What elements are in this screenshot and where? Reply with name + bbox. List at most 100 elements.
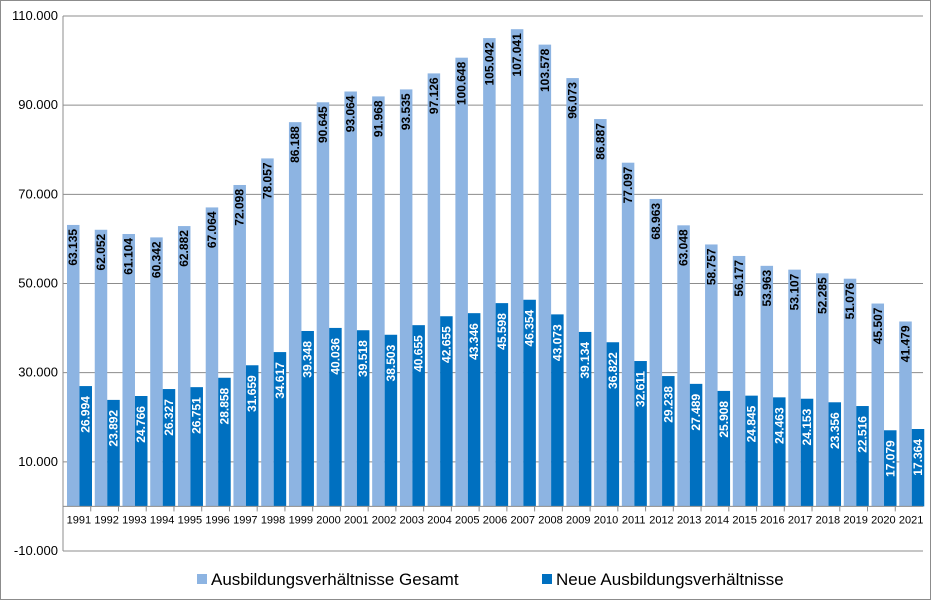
- bar-neue: [440, 316, 453, 507]
- data-label-neue: 23.356: [828, 412, 842, 449]
- bar-neue: [856, 406, 869, 507]
- legend-swatch: [542, 574, 552, 584]
- x-tick-label: 2018: [816, 514, 840, 526]
- bar-neue: [162, 389, 176, 507]
- bar-gesamt: [760, 265, 774, 507]
- bar-neue: [606, 342, 620, 507]
- data-label-gesamt: 61.104: [122, 238, 136, 275]
- data-label-gesamt: 41.479: [899, 325, 913, 362]
- data-label-neue: 26.994: [79, 396, 93, 433]
- y-tick-label: 50.000: [18, 276, 58, 291]
- bar-gesamt: [233, 184, 246, 507]
- bar-neue: [884, 430, 897, 507]
- legend: Ausbildungsverhältnisse Gesamt Neue Ausbi…: [197, 570, 784, 589]
- bar-neue: [245, 365, 259, 507]
- data-label-neue: 34.617: [273, 362, 287, 399]
- data-label-neue: 38.503: [384, 344, 398, 381]
- bar-neue: [467, 313, 481, 507]
- bar-gesamt: [538, 44, 552, 507]
- data-label-neue: 43.346: [467, 323, 481, 360]
- data-label-neue: 23.892: [106, 410, 120, 447]
- x-tick-label: 2005: [455, 514, 479, 526]
- data-labels: 63.135 26.994 62.052 23.892 61.104 24.766 60.3…: [66, 33, 925, 477]
- bar-neue: [662, 376, 675, 507]
- x-tick-label: 2003: [400, 514, 424, 526]
- x-tick-label: 1994: [150, 514, 174, 526]
- data-label-neue: 39.518: [356, 340, 370, 377]
- data-label-neue: 40.655: [412, 335, 426, 372]
- data-label-gesamt: 93.064: [344, 95, 358, 132]
- y-tick-label: -10.000: [14, 543, 58, 558]
- bar-gesamt: [566, 78, 579, 507]
- bar-gesamt: [677, 225, 690, 507]
- bar-gesamt: [899, 321, 912, 507]
- data-label-gesamt: 72.098: [233, 189, 247, 226]
- bar-neue: [523, 299, 536, 507]
- x-tick-label: 2017: [788, 514, 812, 526]
- bar-neue: [800, 398, 814, 507]
- data-label-gesamt: 45.507: [871, 307, 885, 344]
- data-label-neue: 17.364: [911, 439, 925, 476]
- bar-neue: [384, 334, 398, 507]
- data-label-neue: 25.908: [717, 401, 731, 438]
- legend-label: Neue Ausbildungsverhältnisse: [556, 570, 784, 589]
- data-label-gesamt: 107.041: [510, 33, 524, 77]
- data-label-neue: 39.348: [301, 341, 315, 378]
- bar-neue: [107, 399, 120, 507]
- bar-neue: [634, 361, 647, 507]
- data-label-gesamt: 53.107: [788, 273, 802, 310]
- x-tick-label: 1992: [94, 514, 118, 526]
- bar-neue: [218, 377, 231, 507]
- x-tick-label: 2015: [732, 514, 756, 526]
- x-tick-label: 2019: [843, 514, 867, 526]
- x-tick-label: 2008: [538, 514, 562, 526]
- bar-neue: [329, 327, 342, 507]
- x-tick-label: 1993: [122, 514, 146, 526]
- x-tick-label: 2002: [372, 514, 396, 526]
- x-tick-label: 2001: [344, 514, 368, 526]
- data-label-gesamt: 86.887: [593, 123, 607, 160]
- bar-gesamt: [483, 38, 496, 507]
- x-tick-label: 2013: [677, 514, 701, 526]
- data-label-gesamt: 96.073: [566, 82, 580, 119]
- y-tick-label: 30.000: [18, 365, 58, 380]
- data-label-gesamt: 90.645: [316, 106, 330, 143]
- bar-gesamt: [455, 57, 468, 507]
- data-label-gesamt: 77.097: [621, 166, 635, 203]
- data-label-gesamt: 62.052: [94, 233, 108, 270]
- data-label-neue: 24.463: [772, 407, 786, 444]
- x-tick-label: 2014: [705, 514, 729, 526]
- data-label-gesamt: 97.126: [427, 77, 441, 114]
- bar-gesamt: [177, 226, 191, 507]
- bar-neue: [301, 330, 314, 507]
- data-label-neue: 27.489: [689, 394, 703, 431]
- y-tick-label: 10.000: [18, 454, 58, 469]
- bar-gesamt: [94, 229, 108, 507]
- data-label-gesamt: 60.342: [149, 241, 163, 278]
- bar-gesamt: [732, 255, 746, 507]
- bar-gesamt: [67, 224, 80, 507]
- x-tick-label: 2004: [427, 514, 451, 526]
- x-tick-label: 1991: [67, 514, 91, 526]
- bar-gesamt: [871, 303, 885, 507]
- bar-gesamt: [788, 269, 801, 507]
- data-label-gesamt: 58.757: [704, 248, 718, 285]
- bar-neue: [717, 390, 731, 507]
- bar-gesamt: [344, 91, 357, 507]
- bar-neue: [495, 303, 509, 507]
- x-tick-label: 2007: [510, 514, 534, 526]
- bar-gesamt: [705, 244, 718, 507]
- x-tick-label: 1999: [289, 514, 313, 526]
- legend-swatch: [197, 574, 207, 584]
- bar-neue: [689, 383, 703, 507]
- bar-neue: [190, 387, 203, 507]
- bar-gesamt: [205, 207, 219, 507]
- data-label-neue: 22.516: [856, 416, 870, 453]
- data-label-neue: 24.845: [745, 405, 759, 442]
- x-tick-label: 2021: [899, 514, 923, 526]
- data-label-neue: 36.822: [606, 352, 620, 389]
- data-label-gesamt: 52.285: [815, 277, 829, 314]
- bar-neue: [79, 386, 92, 507]
- data-label-gesamt: 67.064: [205, 211, 219, 248]
